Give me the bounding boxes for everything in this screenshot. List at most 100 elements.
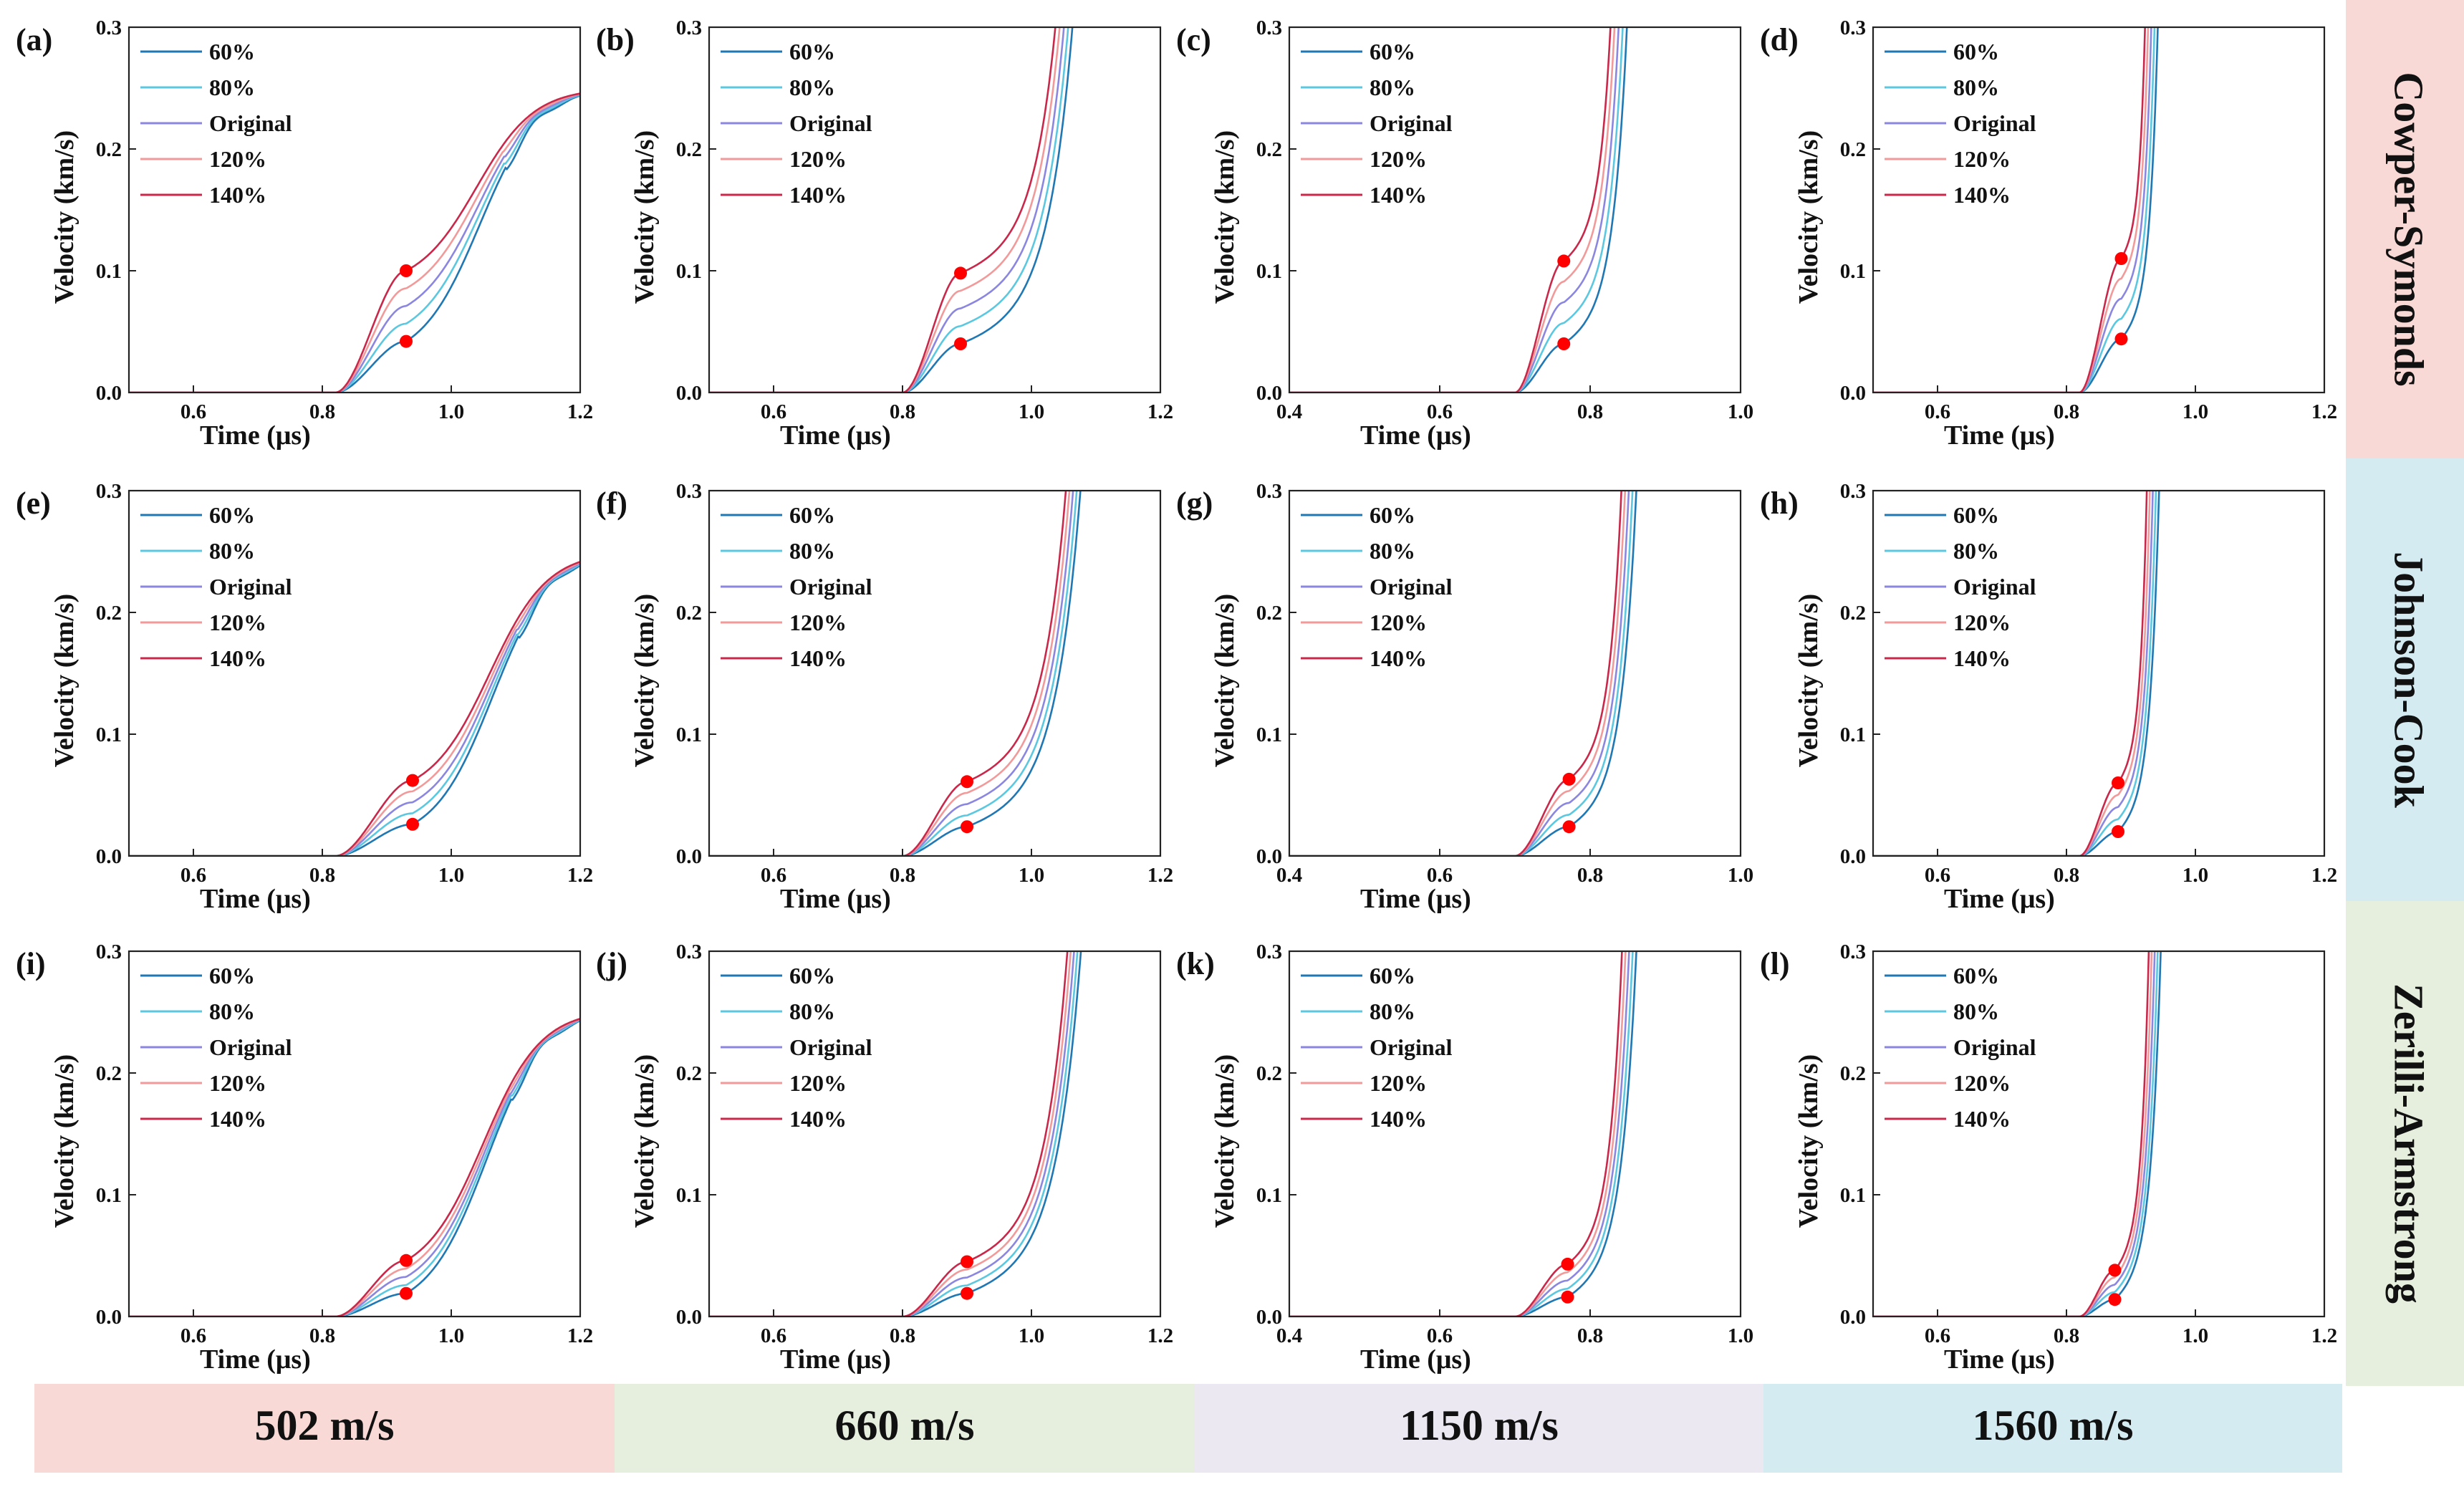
marker-point: [1562, 820, 1576, 834]
panel-label: (c): [1176, 22, 1211, 57]
y-tick-label: 0.0: [676, 382, 702, 405]
series-line-60pct: [129, 564, 580, 856]
legend-label: Original: [1953, 110, 2036, 136]
y-tick-label: 0.3: [676, 940, 702, 963]
panel-label: (e): [16, 486, 51, 521]
plot-frame: [1872, 26, 2326, 394]
series-line-80pct: [129, 94, 580, 393]
x-axis-label: Time (μs): [200, 420, 311, 451]
legend-label: 80%: [1953, 998, 1999, 1024]
plot-frame: [1288, 489, 1742, 857]
series-line-120pct: [1873, 491, 2151, 856]
panel-l: 0.6 0.8 1.0 1.2 0.0 0.1 0.2 0.3 Time (μs) Velocit…: [1760, 940, 2337, 1375]
legend-label: 80%: [1370, 74, 1415, 100]
x-tick-label: 1.2: [1147, 1324, 1173, 1347]
x-tick-label: 0.6: [181, 1324, 206, 1347]
x-axis-label: Time (μs): [780, 884, 891, 914]
legend-label: Original: [789, 574, 872, 600]
y-tick-label: 0.0: [1256, 845, 1282, 868]
y-tick-label: 0.1: [96, 260, 122, 283]
panel-b: 0.6 0.8 1.0 1.2 0.0 0.1 0.2 0.3 Time (μs) Velocit…: [596, 16, 1173, 451]
y-tick-label: 0.1: [1256, 1184, 1282, 1207]
marker-point: [2114, 252, 2128, 265]
legend-label: 60%: [789, 502, 835, 528]
plot-frame: [708, 950, 1162, 1318]
panel-c: 0.4 0.6 0.8 1.0 0.0 0.1 0.2 0.3 Time (μs) Velocit…: [1176, 16, 1753, 451]
plot-frame: [1872, 489, 2326, 857]
series-line-80pct: [1289, 951, 1634, 1317]
legend-label: 120%: [789, 1070, 847, 1096]
row-label-1: Johnson-Cook: [2386, 552, 2432, 809]
x-tick-label: 1.0: [438, 1324, 464, 1347]
x-tick-label: 0.8: [890, 1324, 915, 1347]
x-tick-label: 0.6: [181, 864, 206, 887]
plot-frame: [127, 950, 582, 1318]
x-tick-label: 0.6: [761, 864, 786, 887]
legend-label: 140%: [789, 1106, 847, 1132]
plot-frame: [1288, 26, 1742, 394]
row-label-0: Cowper-Symonds: [2386, 72, 2432, 386]
panel-label: (j): [596, 946, 627, 981]
y-tick-label: 0.0: [1840, 1306, 1866, 1329]
plot-frame: [708, 26, 1162, 394]
x-tick-label: 0.6: [761, 1324, 786, 1347]
x-tick-label: 1.0: [1019, 1324, 1044, 1347]
y-tick-label: 0.2: [676, 602, 702, 625]
x-tick-label: 1.2: [2311, 1324, 2337, 1347]
y-tick-label: 0.1: [1256, 260, 1282, 283]
panel-label: (d): [1760, 22, 1799, 57]
x-tick-label: 0.8: [890, 400, 915, 423]
y-tick-label: 0.2: [1840, 138, 1866, 161]
legend-label: 140%: [1953, 1106, 2011, 1132]
y-tick-label: 0.0: [96, 382, 122, 405]
legend-label: Original: [1953, 1034, 2036, 1060]
legend-label: 120%: [1370, 146, 1427, 172]
series-line-60pct: [129, 1019, 580, 1317]
marker-point: [1557, 337, 1571, 350]
x-axis-label: Time (μs): [200, 1344, 311, 1375]
x-tick-label: 0.4: [1276, 1324, 1302, 1347]
series-line-140pct: [1873, 951, 2150, 1317]
y-tick-label: 0.3: [1840, 16, 1866, 39]
series-line-140pct: [1289, 27, 1612, 393]
x-axis-label: Time (μs): [780, 420, 891, 451]
x-tick-label: 0.6: [1427, 1324, 1453, 1347]
x-tick-label: 0.6: [1925, 400, 1950, 423]
marker-point: [961, 1286, 973, 1300]
x-tick-label: 0.8: [2054, 864, 2079, 887]
series-line-60pct: [129, 95, 580, 393]
x-tick-label: 1.0: [2183, 864, 2208, 887]
panel-label: (b): [596, 22, 635, 57]
panel-a: 0.6 0.8 1.0 1.2 0.0 0.1 0.2 0.3 Time (μs) Velocit…: [16, 16, 593, 451]
column-label-1: 660 m/s: [835, 1402, 975, 1449]
series-line-original: [709, 27, 1065, 393]
panel-label: (h): [1760, 486, 1799, 521]
x-tick-label: 0.4: [1276, 400, 1302, 423]
marker-point: [1562, 772, 1576, 786]
series-line-original: [1873, 491, 2154, 856]
row-label-band-2: [2346, 901, 2464, 1386]
legend-label: 140%: [209, 645, 266, 671]
x-axis-label: Time (μs): [1944, 420, 2055, 451]
marker-point: [2112, 776, 2124, 789]
legend-label: Original: [1370, 574, 1453, 600]
y-tick-label: 0.0: [676, 845, 702, 868]
y-axis-label: Velocity (km/s): [1210, 594, 1240, 767]
legend-label: Original: [209, 1034, 292, 1060]
series-line-80pct: [1873, 27, 2156, 393]
series-line-60pct: [1289, 491, 1637, 856]
marker-point: [961, 775, 973, 789]
legend-label: 120%: [1953, 146, 2011, 172]
y-tick-label: 0.1: [96, 1184, 122, 1207]
legend-label: 80%: [789, 74, 835, 100]
x-axis-label: Time (μs): [1360, 420, 1471, 451]
series-line-140pct: [709, 951, 1069, 1317]
y-tick-label: 0.3: [1256, 940, 1282, 963]
legend-label: 60%: [1370, 502, 1415, 528]
series-line-80pct: [1289, 27, 1624, 393]
legend-label: 60%: [209, 39, 255, 64]
legend-label: 60%: [1953, 39, 1999, 64]
y-axis-label: Velocity (km/s): [1794, 594, 1824, 767]
y-tick-label: 0.0: [1840, 845, 1866, 868]
series-line-60pct: [709, 27, 1074, 393]
